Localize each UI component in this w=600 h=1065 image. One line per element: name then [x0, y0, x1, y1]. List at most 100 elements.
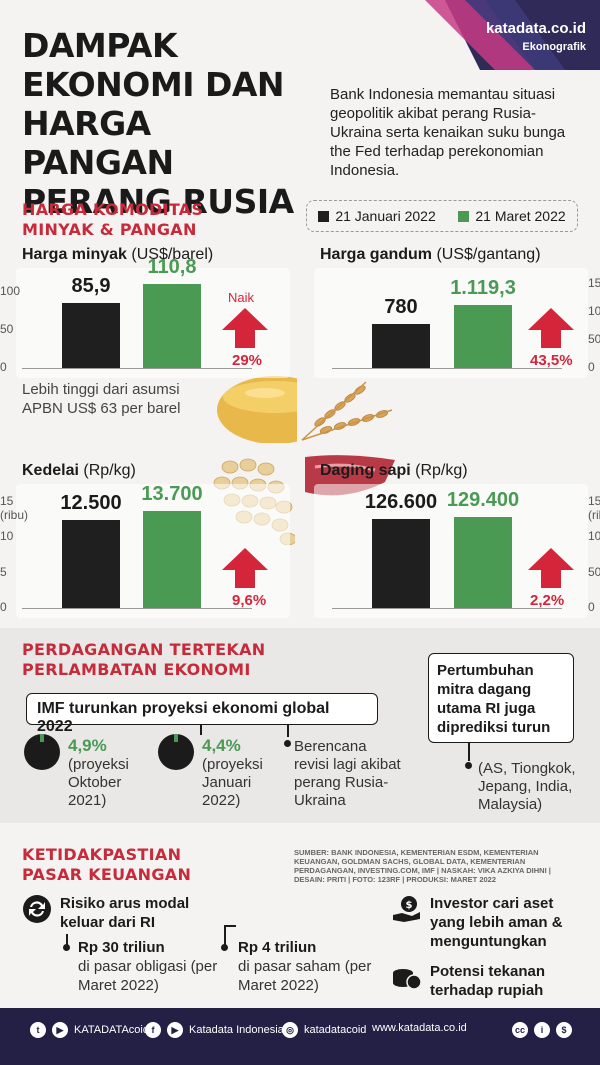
imf-oct-label: (proyeksi Oktober 2021) [68, 756, 129, 809]
exchange-icon [23, 895, 51, 923]
coins-icon [393, 969, 422, 990]
footer-facebook-handle: Katadata Indonesia [189, 1024, 284, 1036]
connector-line [66, 934, 68, 950]
bar-kedelai-mar [143, 511, 201, 608]
footer-instagram[interactable]: ◎ katadatacoid [282, 1022, 366, 1038]
imf-oct: 4,9% (proyeksi Oktober 2021) [68, 736, 158, 810]
data-label-mar: 110,8 [147, 256, 197, 278]
imf-revision-note: Berencana revisi lagi akibat perang Rusi… [294, 738, 401, 809]
chart-unit: (Rp/kg) [83, 462, 136, 479]
y-axis-unit: (ribu) [0, 508, 29, 522]
connector-line [200, 725, 202, 735]
bullet-dot [284, 740, 291, 747]
partner-box: Pertumbuhan mitra dagang utama RI juga d… [428, 653, 574, 743]
imf-box: IMF turunkan proyeksi ekonomi global 202… [26, 693, 378, 735]
data-label-jan: 780 [384, 296, 418, 319]
bond-outflow-label: di pasar obligasi (per Maret 2022) [78, 958, 218, 994]
brand-corner-graphic [425, 0, 600, 70]
footer-twitter-handle: KATADATAcoid [74, 1024, 149, 1036]
stock-outflow-label: di pasar saham (per Maret 2022) [238, 958, 372, 994]
legend-item-jan: 21 Januari 2022 [318, 208, 436, 224]
y-tick-label: 150 [588, 494, 600, 508]
change-percent: 9,6% [232, 592, 267, 609]
cc-icon: cc [512, 1022, 528, 1038]
gauge-icon [158, 734, 194, 770]
up-arrow-icon [528, 548, 574, 588]
chart-title-harga-minyak: Harga minyak (US$/barel) [22, 246, 213, 264]
y-tick-label: 500 [588, 332, 600, 346]
y-tick-label: 0 [588, 600, 595, 614]
y-tick-label: 15 [0, 494, 14, 508]
y-tick-label: 50 [0, 322, 14, 337]
chart-title-daging-sapi: Daging sapi (Rp/kg) [320, 462, 468, 480]
y-axis-unit: (ribu) [588, 508, 600, 522]
bond-outflow-value: Rp 30 triliun [78, 939, 165, 956]
cc-license: cc i $ [512, 1022, 572, 1038]
chart-title-kedelai: Kedelai (Rp/kg) [22, 462, 136, 480]
legend-label-mar: 21 Maret 2022 [475, 208, 566, 224]
bar-harga-gandum-mar [454, 305, 512, 368]
youtube-icon: ▶ [167, 1022, 183, 1038]
bar-harga-minyak-mar [143, 284, 201, 368]
imf-jan-value: 4,4% [202, 736, 241, 755]
svg-text:$: $ [406, 900, 413, 911]
bullet-dot [221, 944, 228, 951]
trade-section-title: PERDAGANGAN TERTEKAN PERLAMBATAN EKONOMI [22, 640, 266, 679]
y-tick-label: 5 [0, 564, 7, 579]
chart-unit: (Rp/kg) [415, 462, 468, 479]
up-arrow-icon [222, 308, 268, 348]
chart-title-text: Harga minyak [22, 246, 132, 263]
chart-baseline [332, 368, 562, 369]
data-label-jan: 85,9 [71, 274, 111, 297]
gauge-icon [24, 734, 60, 770]
imf-oct-value: 4,9% [68, 736, 107, 755]
page-title: DAMPAK EKONOMI DAN HARGA PANGAN PERANG R… [22, 26, 294, 221]
footer-website[interactable]: www.katadata.co.id [372, 1022, 467, 1034]
connector-line [468, 743, 470, 761]
data-label-mar: 13.700 [141, 483, 203, 506]
data-label-jan: 126.600 [364, 490, 438, 513]
legend-item-mar: 21 Maret 2022 [458, 208, 566, 224]
katadata-logo[interactable]: katadata.co.id [485, 20, 586, 37]
chart-baseline [22, 608, 252, 609]
source-credits: SUMBER: BANK INDONESIA, KEMENTERIAN ESDM… [294, 848, 551, 884]
chart-title-harga-gandum: Harga gandum (US$/gantang) [320, 246, 541, 264]
finance-section-title: KETIDAKPASTIAN PASAR KEUANGAN [22, 845, 192, 884]
data-label-mar: 129.400 [446, 488, 520, 511]
twitter-icon: t [30, 1022, 46, 1038]
y-tick-label: 100 [588, 529, 600, 544]
connector-line [287, 725, 289, 737]
up-arrow-icon [528, 308, 574, 348]
gauge-marker [174, 734, 178, 742]
y-tick-label: 0 [0, 600, 7, 614]
bullet-dot [465, 762, 472, 769]
bullet-dot [63, 944, 70, 951]
chart-unit: (US$/barel) [131, 246, 214, 263]
brand-subtitle: Ekonografik [522, 41, 586, 53]
footer-facebook[interactable]: f ▶ Katadata Indonesia [145, 1022, 284, 1038]
partner-countries: (AS, Tiongkok, Jepang, India, Malaysia) [478, 760, 576, 813]
bond-outflow: Rp 30 triliun di pasar obligasi (per Mar… [78, 938, 228, 995]
bar-daging-sapi-mar [454, 516, 512, 608]
imf-jan: 4,4% (proyeksi Januari 2022) [202, 736, 292, 810]
commodities-section-title: HARGA KOMODITAS MINYAK & PANGAN [22, 200, 204, 239]
by-icon: i [534, 1022, 550, 1038]
oil-bowl-illustration [217, 376, 297, 443]
footer-twitter[interactable]: t ▶ KATADATAcoid [30, 1022, 149, 1038]
y-tick-label: 1000 [588, 304, 600, 318]
y-tick-label: 100 [0, 284, 21, 299]
rupiah-pressure-note: Potensi tekanan terhadap rupiah [430, 963, 546, 999]
up-arrow-icon [222, 548, 268, 588]
stock-outflow-value: Rp 4 triliun [238, 939, 317, 956]
y-tick-label: 50 [588, 564, 600, 579]
chart-baseline [332, 608, 562, 609]
youtube-icon: ▶ [52, 1022, 68, 1038]
connector-line [224, 925, 236, 927]
bar-harga-minyak-jan [62, 302, 120, 368]
connector-line [224, 925, 226, 947]
legend-label-jan: 21 Januari 2022 [335, 208, 436, 224]
stock-outflow: Rp 4 triliun di pasar saham (per Maret 2… [238, 938, 388, 995]
chart-title-text: Harga gandum [320, 246, 437, 263]
chart-panel-daging-sapi [314, 484, 588, 618]
